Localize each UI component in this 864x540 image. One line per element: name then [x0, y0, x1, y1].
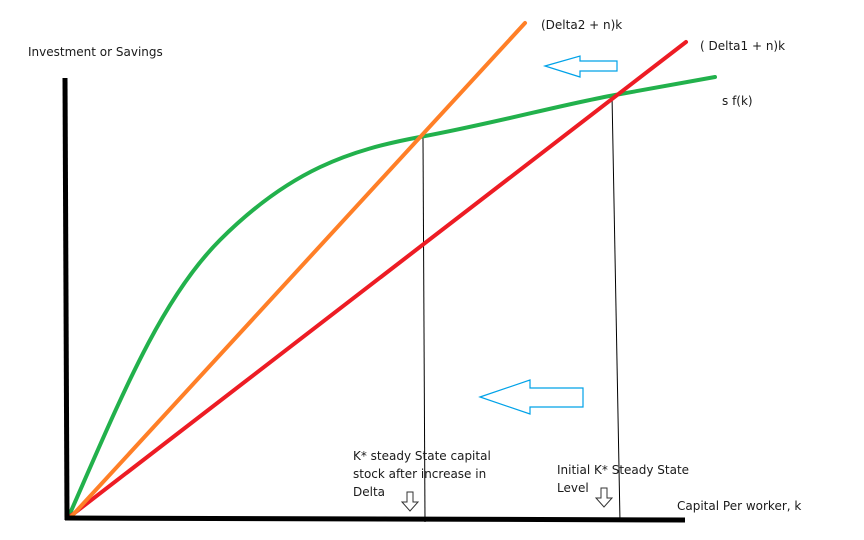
savings-curve-label: s f(k) [722, 94, 753, 108]
y-axis-label: Investment or Savings [28, 45, 163, 59]
down-arrow-icon [594, 487, 614, 508]
new-steady-state-label-line1: K* steady State capital [353, 449, 491, 463]
delta1-line-label: ( Delta1 + n)k [700, 39, 785, 53]
guide-line-new-steady-state [422, 137, 426, 523]
x-axis [64, 515, 686, 523]
x-axis-label: Capital Per worker, k [677, 499, 801, 513]
new-steady-state-label-line2: stock after increase in [353, 467, 486, 481]
left-arrow-icon [478, 379, 584, 415]
savings-curve [66, 75, 717, 520]
down-arrow-icon [400, 491, 420, 512]
initial-steady-state-label-line2: Level [557, 481, 589, 495]
left-arrow-icon [542, 55, 618, 78]
guide-line-initial-steady-state [611, 94, 621, 523]
initial-steady-state-label-line1: Initial K* Steady State [557, 463, 689, 477]
y-axis [62, 77, 70, 521]
new-steady-state-label-line3: Delta [353, 485, 385, 499]
delta2-line-label: (Delta2 + n)k [541, 18, 622, 32]
delta1-line [66, 40, 688, 520]
delta2-line [68, 21, 527, 520]
